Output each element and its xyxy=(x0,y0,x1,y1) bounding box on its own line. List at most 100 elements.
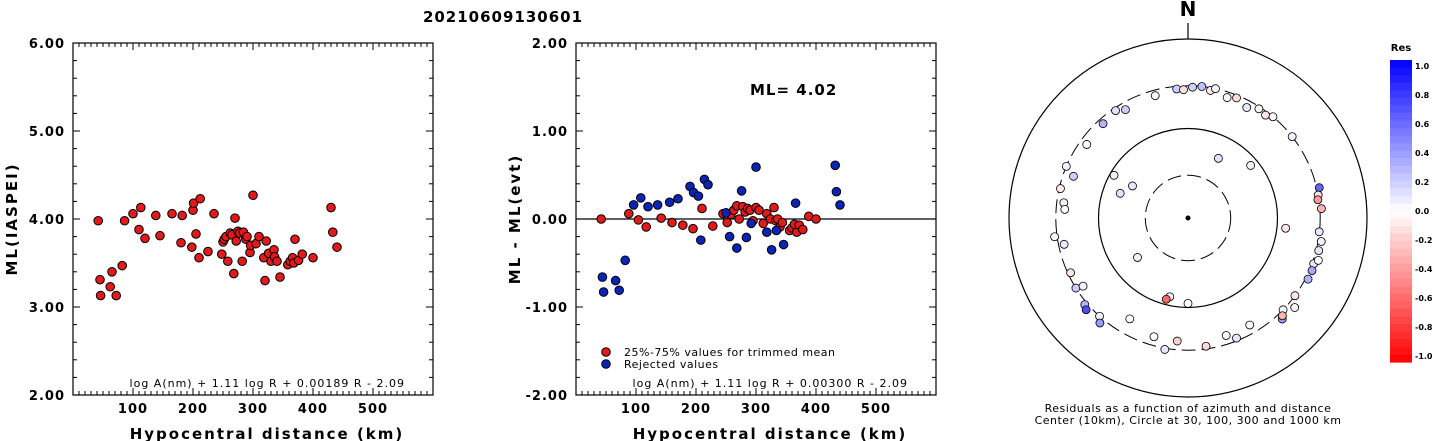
colorbar-segment xyxy=(1390,120,1412,129)
colorbar-segment xyxy=(1390,339,1412,348)
data-point-series-1 xyxy=(614,285,625,296)
x-tick-label: 300 xyxy=(238,402,268,417)
data-point xyxy=(95,274,105,285)
data-point-series-0 xyxy=(624,208,634,219)
residual-point xyxy=(1261,110,1270,120)
data-point-series-1 xyxy=(771,225,782,236)
data-point-series-1 xyxy=(746,218,757,229)
legend-marker-1 xyxy=(601,359,611,369)
data-point xyxy=(248,190,258,201)
data-point-series-0 xyxy=(656,213,667,223)
colorbar-segment xyxy=(1390,82,1412,91)
residual-point xyxy=(1056,184,1065,193)
data-point-series-1 xyxy=(830,160,841,171)
formula-annotation: log A(nm) + 1.11 log R + 0.00300 R - 2.0… xyxy=(633,377,908,390)
colorbar-tick-label: 0.6 xyxy=(1415,120,1430,129)
legend-label-0: 25%-75% values for trimmed mean xyxy=(624,346,836,359)
colorbar-tick-label: 0.8 xyxy=(1415,91,1430,100)
data-point xyxy=(242,231,252,242)
data-point-series-1 xyxy=(652,200,663,210)
colorbar-segment xyxy=(1390,173,1412,182)
data-point-series-1 xyxy=(762,227,772,237)
colorbar-tick-label: -0.4 xyxy=(1415,265,1433,274)
residual-point xyxy=(1317,204,1326,214)
colorbar-segment xyxy=(1390,165,1412,174)
data-point xyxy=(191,229,201,239)
ml-vs-distance-panel: 100 200 300 400 500 2.00 3.00 4.00 5.00 6.00 Hypoc… xyxy=(3,37,434,441)
colorbar-segment xyxy=(1390,286,1412,295)
residual-point xyxy=(1161,294,1171,304)
data-point-series-0 xyxy=(758,218,769,229)
colorbar-segment xyxy=(1390,316,1412,325)
residual-point xyxy=(1211,84,1220,94)
residual-point xyxy=(1133,253,1142,262)
colorbar-segment xyxy=(1390,354,1412,363)
residual-point xyxy=(1188,82,1197,92)
data-point xyxy=(308,252,318,263)
residual-point xyxy=(1069,171,1078,181)
data-point xyxy=(107,267,117,277)
data-point xyxy=(260,275,270,286)
colorbar-segment xyxy=(1390,271,1412,280)
data-point xyxy=(326,202,336,213)
residual-point xyxy=(1278,311,1287,321)
colorbar-tick-label: -0.2 xyxy=(1415,236,1433,245)
data-point xyxy=(136,202,146,213)
data-point-series-1 xyxy=(597,272,608,282)
residual-point xyxy=(1071,283,1081,293)
residual-point xyxy=(1221,331,1231,340)
data-point-series-0 xyxy=(641,222,652,232)
y-tick-label: -2.00 xyxy=(526,389,568,404)
x-axis-label: Hypocentral distance (km) xyxy=(130,425,405,441)
ml-value-label: ML= 4.02 xyxy=(750,81,837,99)
data-point-series-0 xyxy=(754,205,764,215)
colorbar-segment xyxy=(1390,112,1412,121)
residual-vs-distance-panel: 100 200 300 400 500 -2.00 -1.00 0.00 1.00 2.00 Hyp… xyxy=(506,37,937,441)
data-point xyxy=(203,246,213,257)
y-tick-label: 0.00 xyxy=(532,213,568,228)
colorbar-segment xyxy=(1390,97,1412,106)
data-point xyxy=(223,256,233,267)
data-point xyxy=(231,236,241,246)
residual-point xyxy=(1082,140,1092,149)
legend-marker-0 xyxy=(601,347,611,357)
colorbar-segment xyxy=(1390,324,1412,333)
colorbar-tick-label: 1.0 xyxy=(1415,62,1430,71)
data-point xyxy=(290,234,300,245)
residual-point xyxy=(1115,188,1125,198)
residual-point xyxy=(1313,195,1323,205)
data-point xyxy=(230,213,240,223)
colorbar-segment xyxy=(1390,218,1412,227)
residual-point xyxy=(1222,93,1232,102)
residual-point xyxy=(1313,255,1323,265)
ring-300km xyxy=(1055,85,1321,351)
residual-point xyxy=(1242,103,1252,112)
residual-point xyxy=(1121,105,1130,115)
center-dot xyxy=(1185,215,1191,221)
y-tick-label: 1.00 xyxy=(532,125,568,140)
data-point xyxy=(119,215,130,226)
data-point xyxy=(194,252,204,263)
colorbar-segment xyxy=(1390,135,1412,144)
data-point-series-1 xyxy=(732,243,742,253)
data-point-series-1 xyxy=(751,162,761,172)
colorbar-tick-label: 0.2 xyxy=(1415,178,1429,187)
data-point xyxy=(140,233,150,244)
residual-point xyxy=(1232,333,1241,343)
data-point xyxy=(254,231,264,242)
data-point xyxy=(261,236,272,246)
colorbar-segment xyxy=(1390,309,1412,318)
residual-point xyxy=(1307,266,1317,276)
colorbar-segment xyxy=(1390,188,1412,197)
data-point-series-1 xyxy=(703,179,713,190)
ring-30km xyxy=(1144,174,1232,262)
data-point xyxy=(93,215,103,226)
data-point-series-0 xyxy=(688,223,698,234)
data-point-series-0 xyxy=(722,217,733,228)
colorbar-tick-label: -1.0 xyxy=(1415,352,1433,361)
y-tick-label: 2.00 xyxy=(532,37,568,52)
colorbar-segment xyxy=(1390,75,1412,84)
residual-point xyxy=(1290,291,1300,301)
colorbar-tick-label: -0.8 xyxy=(1415,323,1433,332)
residual-point xyxy=(1109,170,1119,180)
